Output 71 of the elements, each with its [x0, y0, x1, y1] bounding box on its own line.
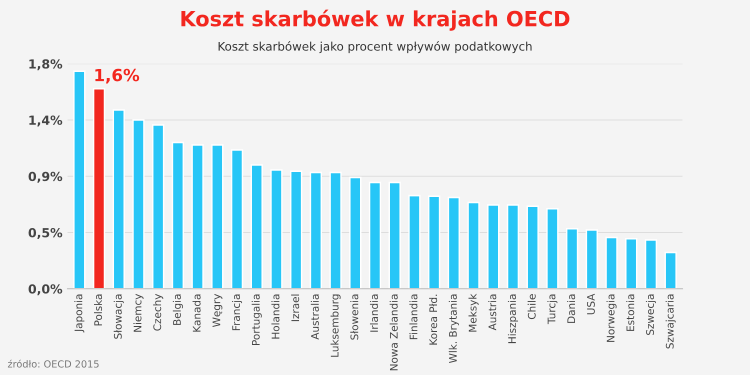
x-tick-label: Czechy — [153, 294, 164, 331]
bar — [230, 149, 244, 289]
x-tick-label: Wlk. Brytania — [448, 294, 459, 364]
bar — [329, 172, 342, 289]
x-tick-label: Szwajcaria — [666, 294, 676, 348]
y-tick-label: 1,8% — [29, 59, 62, 70]
x-tick-label: Niemcy — [133, 294, 144, 332]
bar — [408, 194, 421, 289]
bar — [467, 202, 480, 289]
x-tick-label: Estonia — [626, 294, 634, 331]
bar — [172, 142, 184, 289]
x-tick-label: Norwegia — [606, 294, 617, 342]
x-tick-label: Australia — [310, 294, 319, 340]
text: źródło: OECD 2015 — [8, 360, 99, 368]
bar — [191, 144, 204, 289]
x-tick-label: Kanada — [192, 294, 201, 332]
x-tick-label: Meksyk — [468, 294, 479, 332]
bar — [349, 176, 362, 289]
bar — [92, 88, 106, 289]
chart-subtitle: Koszt skarbówek jako procent wpływów podatkowych — [218, 41, 532, 54]
bar — [605, 236, 618, 289]
x-tick-label: Irlandia — [370, 294, 378, 332]
bar — [211, 144, 224, 289]
y-tick-label: 1,4% — [29, 115, 62, 127]
bar — [664, 252, 677, 289]
bar — [290, 170, 302, 289]
bar — [506, 204, 520, 289]
x-tick-label: Francja — [232, 294, 242, 330]
x-tick-label: Austria — [488, 294, 496, 330]
bar — [586, 229, 598, 289]
x-tick-label: Luksemburg — [330, 294, 341, 357]
bar — [73, 70, 86, 289]
x-tick-label: Chile — [528, 294, 536, 320]
x-tick-label: Japonia — [74, 294, 84, 332]
x-tick-label: Słowacja — [114, 294, 124, 339]
x-tick-label: Słowenia — [350, 294, 358, 340]
x-tick-label: Dania — [567, 294, 576, 323]
x-tick-label: Izrael — [291, 294, 300, 322]
bar — [546, 208, 559, 289]
y-tick-label: 0,5% — [28, 228, 62, 240]
bar — [487, 204, 500, 289]
x-tick-label: Holandia — [271, 294, 280, 339]
bar — [428, 196, 440, 289]
x-tick-label: Portugalia — [252, 294, 262, 345]
bar — [132, 119, 145, 289]
x-tick-label: Korea Płd. — [429, 294, 438, 345]
x-tick-label: USA — [586, 294, 595, 314]
bar — [566, 228, 578, 289]
bar — [152, 124, 164, 289]
bar — [448, 196, 460, 289]
bar — [388, 182, 401, 289]
x-tick-label: Turcja — [547, 294, 558, 324]
chart-title: Koszt skarbówek w krajach OECD — [181, 10, 570, 31]
bar — [310, 172, 322, 289]
bar — [526, 206, 539, 289]
bar — [270, 169, 283, 289]
bar — [368, 182, 382, 289]
x-tick-label: Szwecja — [646, 294, 656, 335]
x-tick-label: Finlandia — [409, 294, 418, 340]
annotation: 1,6% — [95, 68, 140, 84]
x-tick-label: Polska — [94, 294, 102, 326]
bar — [250, 164, 263, 289]
bar — [625, 238, 638, 289]
x-tick-label: Belgia — [172, 294, 183, 325]
x-tick-label: Węgry — [212, 294, 222, 328]
x-tick-label: Nowa Zelandia — [390, 294, 398, 370]
bar — [112, 109, 125, 289]
bar — [644, 239, 658, 289]
y-tick-label: 0,0% — [28, 284, 62, 296]
x-tick-label: Hiszpania — [508, 294, 518, 344]
y-tick-label: 0,9% — [28, 172, 62, 183]
